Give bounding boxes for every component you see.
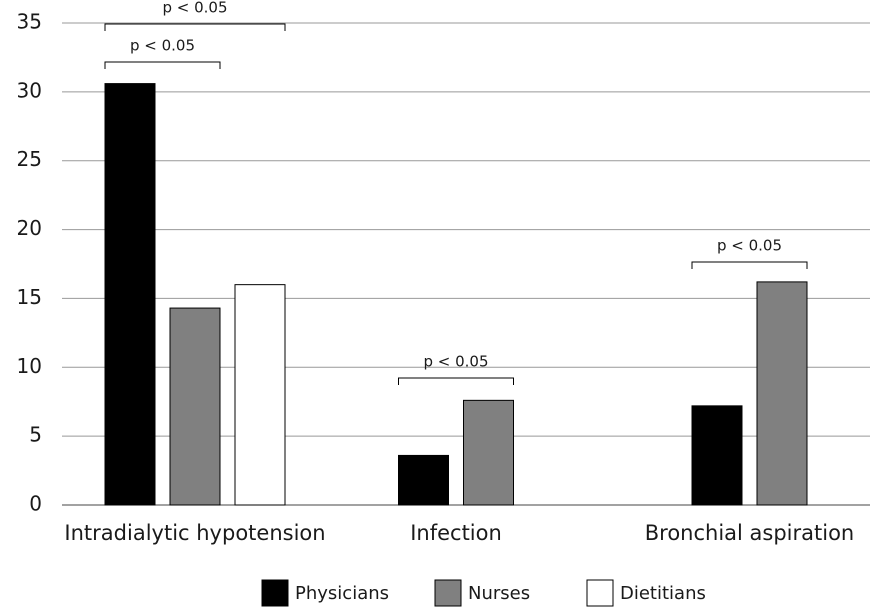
- significance-bracket: [398, 377, 514, 385]
- y-tick-label: 5: [29, 423, 42, 447]
- legend-swatch: [261, 579, 289, 607]
- x-tick-label: Infection: [410, 521, 502, 545]
- bar: [234, 284, 286, 506]
- y-tick-label: 25: [17, 147, 42, 171]
- bar: [398, 454, 449, 506]
- legend-label: Physicians: [295, 583, 389, 604]
- significance-bracket: [691, 261, 808, 269]
- y-tick-label: 35: [17, 10, 42, 34]
- legend-swatch: [434, 579, 462, 607]
- bar: [463, 399, 514, 506]
- y-tick-label: 10: [17, 354, 42, 378]
- legend-swatch: [586, 579, 614, 607]
- bar: [104, 83, 156, 506]
- y-tick-label: 15: [17, 285, 42, 309]
- legend-label: Dietitians: [620, 583, 706, 604]
- bar: [756, 281, 808, 506]
- y-tick-label: 30: [17, 78, 42, 102]
- significance-bracket: [104, 61, 221, 69]
- annotation: p < 0.05: [162, 0, 227, 17]
- bar: [169, 307, 221, 506]
- y-tick-label: 0: [29, 492, 42, 516]
- annotation: p < 0.05: [717, 237, 782, 255]
- y-tick-label: 20: [17, 216, 42, 240]
- x-tick-label: Intradialytic hypotension: [64, 521, 325, 545]
- x-tick-label: Bronchial aspiration: [645, 521, 855, 545]
- legend-label: Nurses: [468, 583, 530, 604]
- annotation: p < 0.05: [423, 353, 488, 371]
- significance-bracket: [104, 23, 286, 31]
- annotation: p < 0.05: [130, 37, 195, 55]
- bar: [691, 405, 743, 506]
